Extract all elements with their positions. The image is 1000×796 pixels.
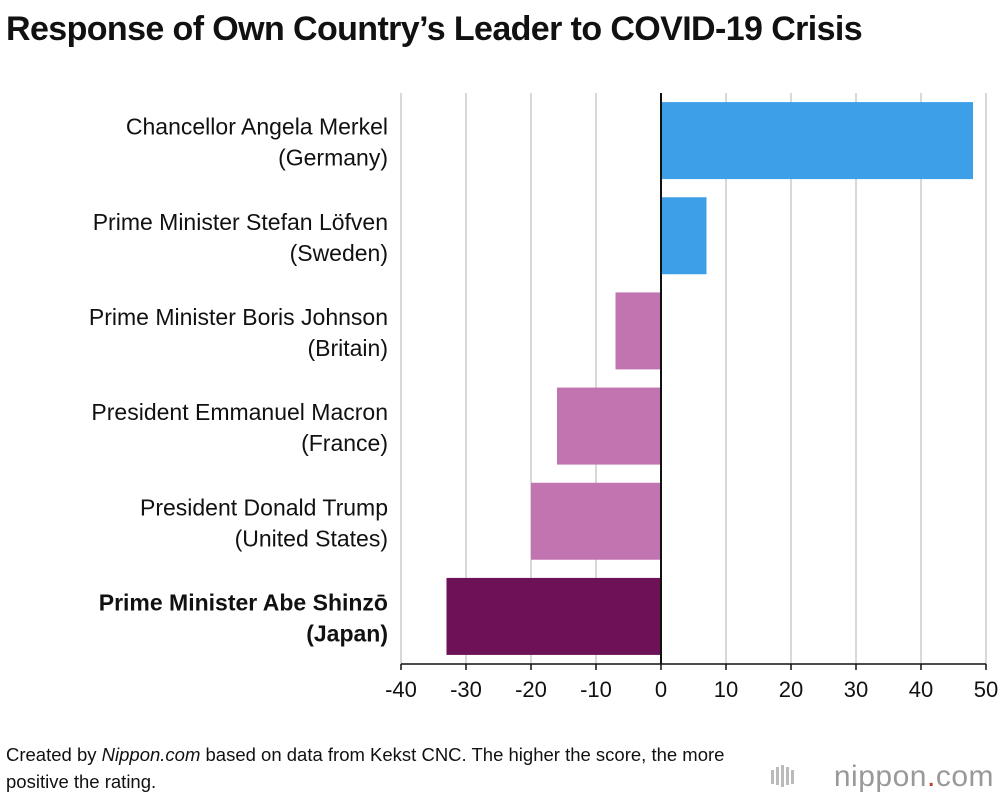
nippon-logo-icon (771, 765, 794, 787)
category-label: Prime Minister Boris Johnson (89, 304, 388, 330)
category-label-sub: (Germany) (278, 145, 388, 171)
x-tick-label: 50 (974, 677, 998, 702)
bar (661, 197, 707, 275)
bar (446, 577, 661, 655)
category-label-sub: (Britain) (307, 335, 388, 361)
category-label-sub: (Japan) (306, 620, 388, 646)
footer-suffix: based on data from Kekst CNC. The higher… (6, 744, 725, 792)
bar-chart: Chancellor Angela Merkel (Germany) Prime M… (89, 93, 998, 702)
x-tick-label: -10 (580, 677, 612, 702)
x-tick-label: 0 (655, 677, 667, 702)
category-label: Prime Minister Abe Shinzō (99, 589, 388, 615)
category-label: Prime Minister Stefan Löfven (93, 209, 388, 235)
category-label-sub: (France) (301, 430, 388, 456)
x-tick-label: 10 (714, 677, 738, 702)
x-tick-label: 30 (844, 677, 868, 702)
x-tick-label: -20 (515, 677, 547, 702)
x-tick-label: -40 (385, 677, 417, 702)
category-label-sub: (Sweden) (290, 240, 388, 266)
bar (661, 102, 973, 180)
category-label: President Emmanuel Macron (91, 399, 388, 425)
category-label: Chancellor Angela Merkel (126, 114, 388, 140)
footer-prefix: Created by (6, 744, 102, 765)
footer-source: Nippon.com (101, 744, 201, 765)
bar (615, 292, 661, 370)
nippon-logo: nippon.com (834, 760, 994, 794)
category-label: President Donald Trump (140, 494, 388, 520)
bar (531, 482, 661, 560)
category-label-sub: (United States) (235, 525, 388, 551)
logo-main: nippon (833, 760, 927, 793)
x-tick-label: 20 (779, 677, 803, 702)
bar (557, 387, 661, 465)
x-tick-label: -30 (450, 677, 482, 702)
logo-tld: com (935, 760, 994, 793)
chart-title: Response of Own Country’s Leader to COVI… (6, 10, 863, 48)
footer-note: Created by Nippon.com based on data from… (6, 741, 766, 795)
x-tick-label: 40 (909, 677, 933, 702)
logo-dot: . (926, 760, 936, 793)
